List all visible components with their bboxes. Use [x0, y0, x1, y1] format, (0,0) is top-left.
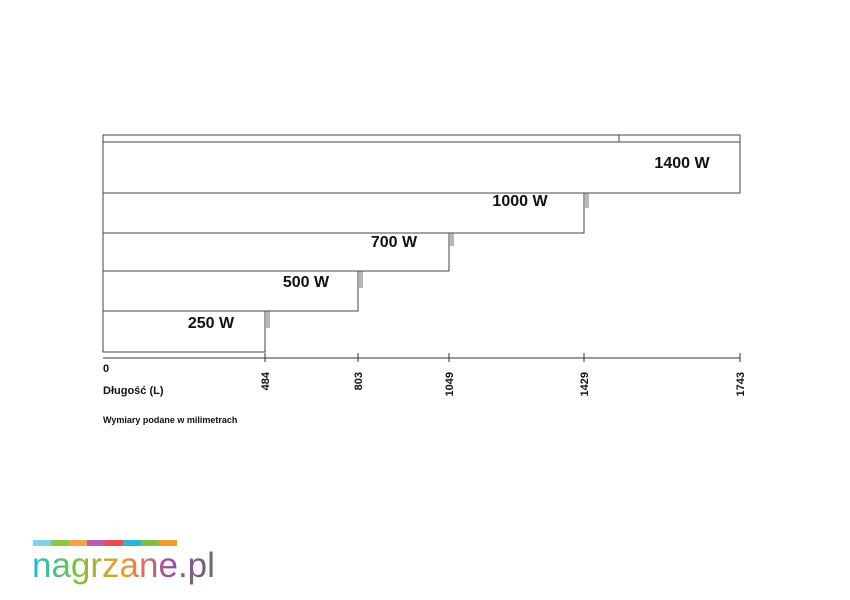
logo-text: nagrzane.pl: [32, 546, 215, 585]
heater-label: 700 W: [371, 234, 418, 251]
axis-tick-label: 484: [260, 371, 272, 390]
axis-tick-label: 1049: [444, 372, 456, 396]
heater-label: 500 W: [283, 274, 330, 291]
note: Wymiary podane w milimetrach: [103, 415, 237, 425]
logo-bar: [33, 540, 177, 546]
heaters: 250 W 500 W 700 W 1000 W 1400 W: [102, 134, 741, 353]
axis-label: Długość (L): [103, 385, 164, 397]
heater-box: [102, 134, 741, 194]
heater-label: 1000 W: [492, 193, 548, 210]
axis-tick-label: 1743: [735, 372, 747, 396]
axis-tick-label: 803: [353, 372, 365, 390]
heater-label: 1400 W: [654, 155, 710, 172]
axis-zero: 0: [103, 363, 109, 375]
axis-tick-label: 1429: [579, 372, 591, 396]
heater-label: 250 W: [188, 315, 235, 332]
